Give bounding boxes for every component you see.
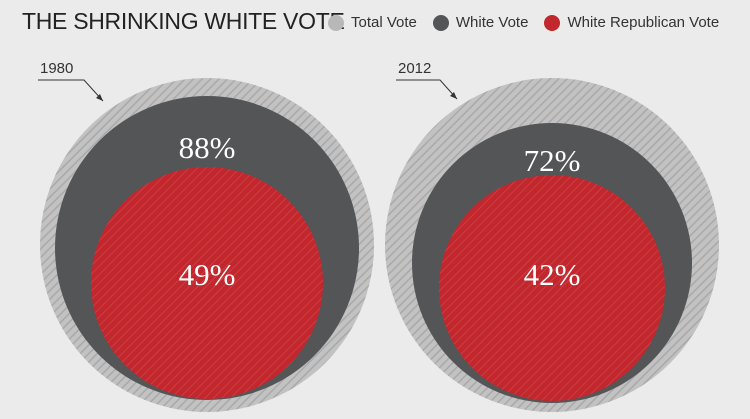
- legend-item-total-vote: Total Vote: [328, 14, 417, 31]
- white-vote-label-2012: 72%: [524, 143, 581, 178]
- white-republican-vote-circle-1980: [91, 167, 323, 399]
- legend: Total Vote White Vote White Republican V…: [328, 14, 719, 31]
- white-republican-vote-label-2012: 42%: [524, 257, 581, 292]
- legend-label-total-vote: Total Vote: [351, 14, 417, 31]
- leader-arrow-2012: [450, 92, 457, 99]
- legend-swatch-white-vote: [432, 14, 449, 31]
- leader-line-1980: [38, 79, 104, 102]
- leader-arrow-1980: [96, 94, 103, 101]
- legend-label-white-republican-vote: White Republican Vote: [567, 14, 720, 31]
- group-label-1980: 1980: [40, 60, 74, 77]
- leader-line-2012: [396, 79, 458, 100]
- chart-title: THE SHRINKING WHITE VOTE: [22, 8, 345, 34]
- legend-swatch-white-republican-vote: [544, 14, 561, 31]
- legend-item-white-vote: White Vote: [432, 14, 529, 31]
- legend-item-white-republican-vote: White Republican Vote: [544, 14, 719, 31]
- white-republican-vote-label-1980: 49%: [179, 257, 236, 292]
- circle-group-2012: 72% 42%: [385, 78, 719, 412]
- circle-group-1980: 88% 49%: [40, 78, 374, 412]
- legend-swatch-total-vote: [328, 14, 344, 31]
- legend-label-white-vote: White Vote: [455, 14, 529, 31]
- group-label-2012: 2012: [398, 60, 432, 77]
- white-vote-label-1980: 88%: [179, 130, 236, 165]
- white-republican-vote-circle-2012: [439, 175, 665, 401]
